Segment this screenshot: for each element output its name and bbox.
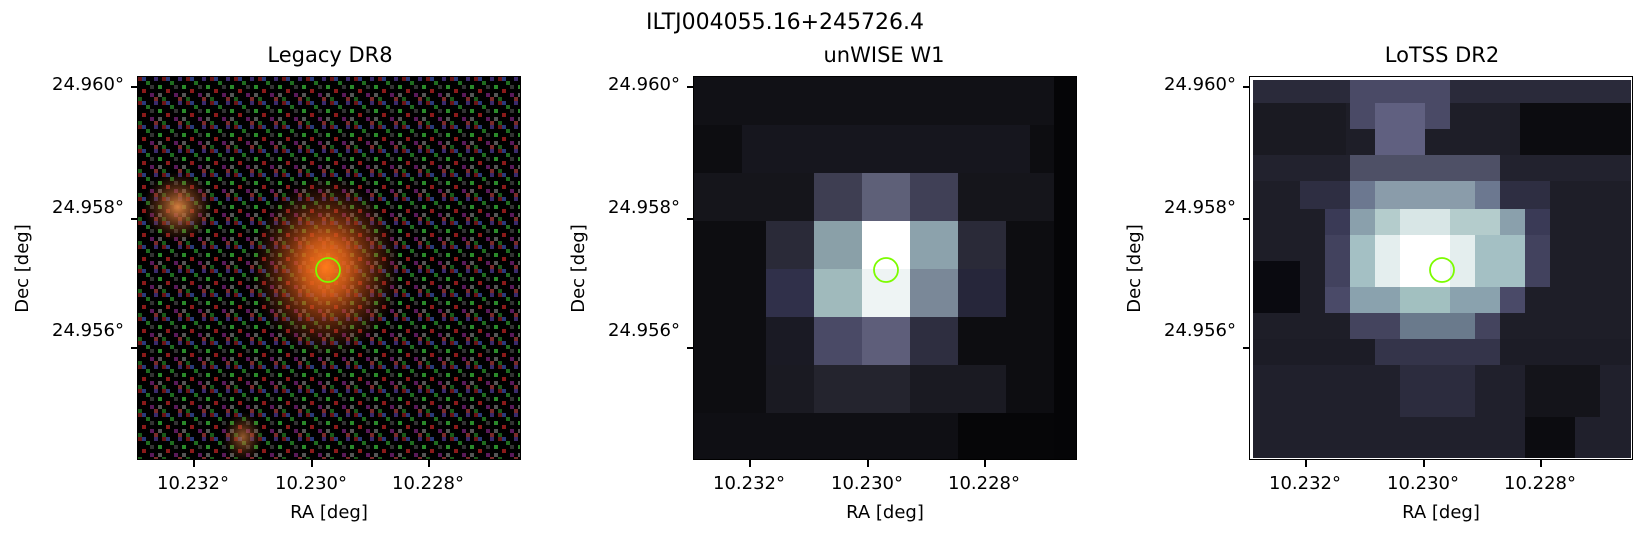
- x-tick-label: 10.232°: [713, 473, 785, 494]
- x-axis-label: RA [deg]: [290, 502, 368, 523]
- y-tick-label: 24.960°: [52, 74, 124, 95]
- y-tick-label: 24.956°: [608, 320, 680, 341]
- x-tick-label: 10.228°: [948, 473, 1020, 494]
- x-tick-mark: [749, 460, 751, 467]
- y-axis-label: Dec [deg]: [11, 224, 33, 313]
- panel-unwise-w1: unWISE W1 24.960° 24.958° 24.956° Dec [d…: [556, 0, 1096, 539]
- x-tick-mark: [428, 460, 430, 467]
- y-tick-mark: [131, 347, 138, 349]
- panel-title: LoTSS DR2: [1384, 43, 1500, 67]
- lotss-image: [1249, 76, 1633, 460]
- x-tick-label: 10.230°: [1387, 473, 1459, 494]
- x-tick-mark: [984, 460, 986, 467]
- y-tick-mark: [687, 347, 694, 349]
- panel-title: unWISE W1: [823, 43, 945, 67]
- panel-title: Legacy DR8: [267, 43, 393, 67]
- y-tick-label: 24.960°: [608, 74, 680, 95]
- x-tick-mark: [193, 460, 195, 467]
- x-tick-mark: [1540, 460, 1542, 467]
- y-tick-label: 24.956°: [52, 320, 124, 341]
- source-marker: [873, 257, 899, 283]
- panel-lotss-dr2: LoTSS DR2 24.960° 24.958° 24.956° Dec [d…: [1112, 0, 1647, 539]
- x-tick-label: 10.232°: [1269, 473, 1341, 494]
- x-tick-label: 10.228°: [392, 473, 464, 494]
- y-tick-label: 24.958°: [52, 197, 124, 218]
- y-axis-label: Dec [deg]: [567, 224, 589, 313]
- x-tick-mark: [1423, 460, 1425, 467]
- x-axis-label: RA [deg]: [846, 502, 924, 523]
- x-tick-mark: [867, 460, 869, 467]
- y-tick-mark: [1243, 86, 1250, 88]
- x-tick-label: 10.228°: [1504, 473, 1576, 494]
- source-marker: [1429, 257, 1455, 283]
- x-tick-mark: [1305, 460, 1307, 467]
- figure-title: ILTJ004055.16+245726.4: [645, 10, 925, 35]
- x-axis-label: RA [deg]: [1402, 502, 1480, 523]
- source-marker: [315, 257, 341, 283]
- x-tick-label: 10.230°: [275, 473, 347, 494]
- y-tick-mark: [687, 218, 694, 220]
- y-tick-label: 24.958°: [608, 197, 680, 218]
- y-tick-mark: [1243, 218, 1250, 220]
- x-tick-mark: [311, 460, 313, 467]
- x-tick-label: 10.232°: [157, 473, 229, 494]
- y-tick-mark: [131, 218, 138, 220]
- y-tick-label: 24.958°: [1164, 197, 1236, 218]
- y-tick-label: 24.956°: [1164, 320, 1236, 341]
- unwise-image: [693, 76, 1077, 460]
- panel-legacy-dr8: Legacy DR8 24.960° 24.958° 24.956° Dec […: [0, 0, 540, 539]
- y-tick-label: 24.960°: [1164, 74, 1236, 95]
- y-axis-label: Dec [deg]: [1123, 224, 1145, 313]
- x-tick-label: 10.230°: [831, 473, 903, 494]
- y-tick-mark: [131, 86, 138, 88]
- y-tick-mark: [687, 86, 694, 88]
- y-tick-mark: [1243, 347, 1250, 349]
- legacy-image: [137, 76, 521, 460]
